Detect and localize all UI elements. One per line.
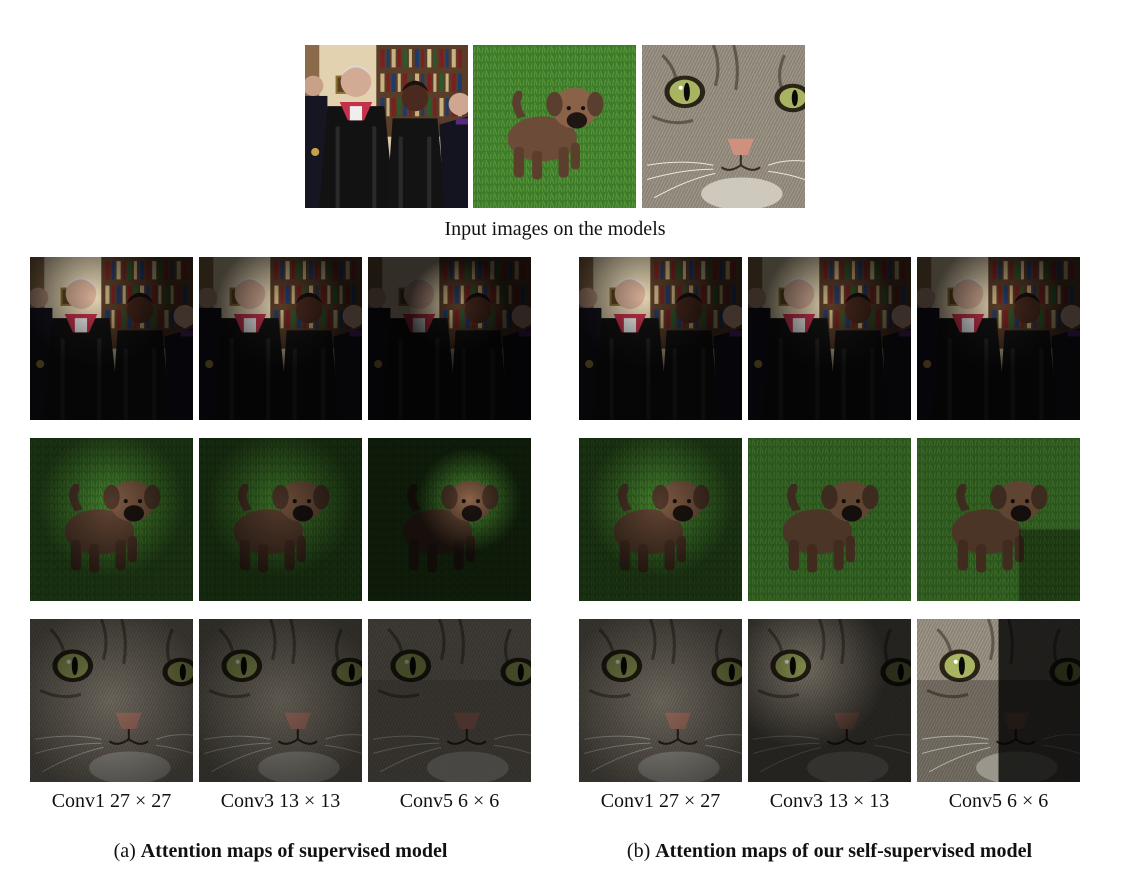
sup-puppy-conv5 — [368, 438, 531, 601]
self-puppy-conv5 — [917, 438, 1080, 601]
sup-col-label-conv3: Conv3 13 × 13 — [220, 790, 341, 812]
sup-col-label-conv1: Conv1 27 × 27 — [51, 790, 172, 812]
sup-cat-conv3 — [199, 619, 362, 782]
sup-cat-conv5 — [368, 619, 531, 782]
self-col-label-conv5: Conv5 6 × 6 — [948, 790, 1049, 812]
self-puppy-conv1 — [579, 438, 742, 601]
self-col-label-conv3: Conv3 13 × 13 — [769, 790, 890, 812]
input-image-people — [305, 45, 468, 208]
sup-people-conv3 — [199, 257, 362, 420]
sup-cat-conv1 — [30, 619, 193, 782]
self-people-conv1 — [579, 257, 742, 420]
subcaption-b-title: Attention maps of our self-supervised mo… — [655, 840, 1033, 862]
input-image-cat — [642, 45, 805, 208]
input-image-puppy — [473, 45, 636, 208]
subcaption-b-prefix: (b) — [626, 840, 651, 862]
sup-puppy-conv3 — [199, 438, 362, 601]
subcaption-b: (b) Attention maps of our self-supervise… — [579, 839, 1080, 863]
sup-puppy-conv1 — [30, 438, 193, 601]
self-people-conv5 — [917, 257, 1080, 420]
input-caption: Input images on the models — [444, 218, 666, 240]
subcaption-a-title: Attention maps of supervised model — [140, 840, 448, 862]
self-cat-conv5 — [917, 619, 1080, 782]
self-puppy-conv3 — [748, 438, 911, 601]
sup-people-conv1 — [30, 257, 193, 420]
subcaption-a-prefix: (a) — [113, 840, 136, 862]
self-cat-conv1 — [579, 619, 742, 782]
self-people-conv3 — [748, 257, 911, 420]
self-cat-conv3 — [748, 619, 911, 782]
sup-col-label-conv5: Conv5 6 × 6 — [399, 790, 500, 812]
subcaption-a: (a) Attention maps of supervised model — [30, 839, 531, 863]
sup-people-conv5 — [368, 257, 531, 420]
self-col-label-conv1: Conv1 27 × 27 — [600, 790, 721, 812]
